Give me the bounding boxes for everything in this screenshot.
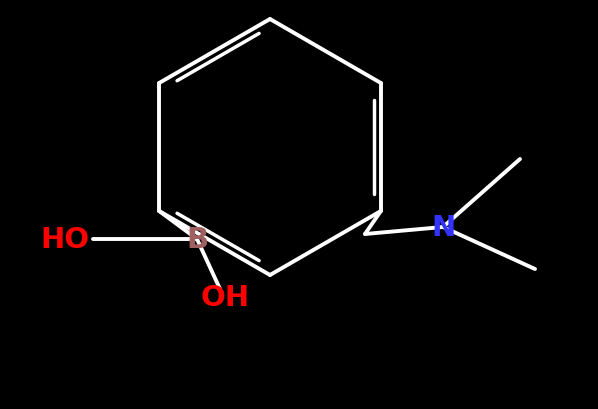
Text: HO: HO [41,225,90,254]
Text: N: N [431,213,455,241]
Text: B: B [186,225,208,254]
Text: OH: OH [200,283,249,311]
